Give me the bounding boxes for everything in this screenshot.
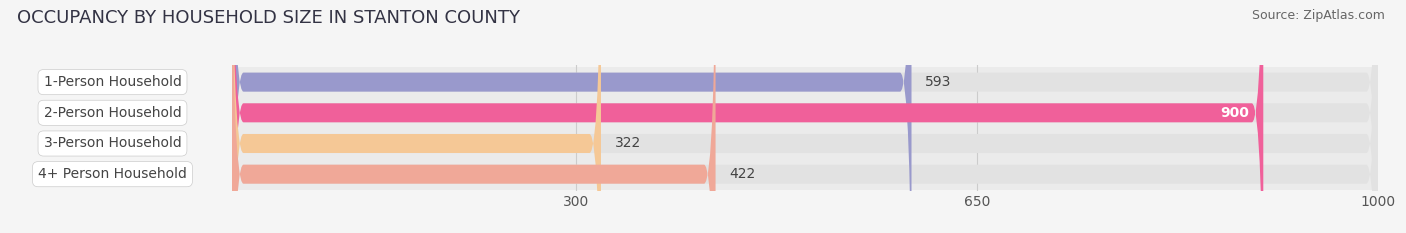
Text: 322: 322 — [614, 137, 641, 151]
FancyBboxPatch shape — [232, 159, 1378, 189]
FancyBboxPatch shape — [232, 128, 1378, 159]
FancyBboxPatch shape — [232, 0, 716, 233]
FancyBboxPatch shape — [232, 67, 1378, 97]
Text: Source: ZipAtlas.com: Source: ZipAtlas.com — [1251, 9, 1385, 22]
Text: 2-Person Household: 2-Person Household — [44, 106, 181, 120]
FancyBboxPatch shape — [232, 0, 1378, 233]
Text: 900: 900 — [1220, 106, 1250, 120]
FancyBboxPatch shape — [232, 0, 1378, 233]
Text: 593: 593 — [925, 75, 952, 89]
FancyBboxPatch shape — [232, 0, 911, 233]
FancyBboxPatch shape — [232, 0, 600, 233]
Text: OCCUPANCY BY HOUSEHOLD SIZE IN STANTON COUNTY: OCCUPANCY BY HOUSEHOLD SIZE IN STANTON C… — [17, 9, 520, 27]
FancyBboxPatch shape — [232, 0, 1378, 233]
Text: 422: 422 — [730, 167, 755, 181]
Text: 1-Person Household: 1-Person Household — [44, 75, 181, 89]
FancyBboxPatch shape — [232, 0, 1263, 233]
FancyBboxPatch shape — [232, 97, 1378, 128]
FancyBboxPatch shape — [232, 0, 1378, 233]
Text: 4+ Person Household: 4+ Person Household — [38, 167, 187, 181]
Text: 3-Person Household: 3-Person Household — [44, 137, 181, 151]
